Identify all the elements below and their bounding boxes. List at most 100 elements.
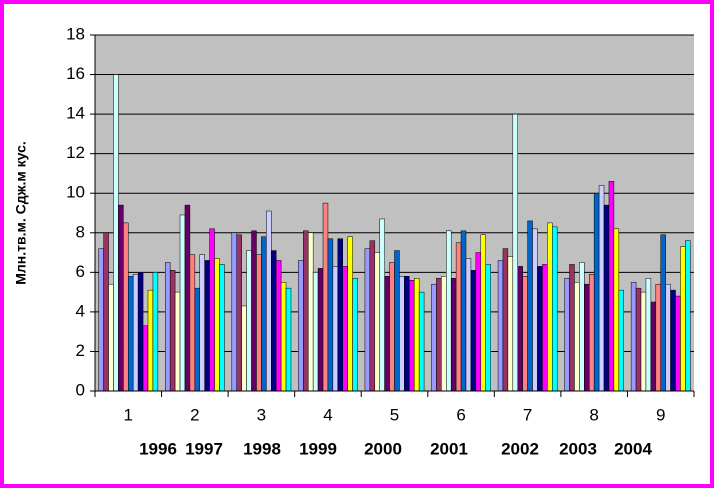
bar bbox=[564, 278, 570, 392]
bar bbox=[246, 250, 252, 392]
y-tick-label: 14 bbox=[66, 104, 85, 123]
bar bbox=[413, 278, 420, 392]
bar bbox=[251, 230, 257, 392]
bar bbox=[364, 248, 371, 392]
bar bbox=[337, 238, 343, 392]
year-label: 1999 bbox=[299, 439, 337, 458]
bar bbox=[399, 276, 405, 392]
bar bbox=[374, 252, 380, 392]
y-tick-label: 4 bbox=[76, 301, 85, 320]
bar bbox=[475, 252, 482, 392]
bar bbox=[256, 254, 262, 392]
bar bbox=[103, 232, 109, 392]
bar bbox=[261, 236, 267, 392]
bar bbox=[574, 281, 580, 392]
bar bbox=[204, 260, 210, 392]
bar bbox=[446, 230, 452, 392]
bar bbox=[266, 210, 272, 392]
bar bbox=[352, 278, 358, 392]
bar bbox=[241, 305, 247, 392]
bar bbox=[579, 262, 585, 392]
bar bbox=[184, 204, 191, 392]
bar bbox=[640, 291, 647, 392]
y-tick-label: 0 bbox=[76, 380, 85, 399]
bar bbox=[630, 281, 637, 392]
bar bbox=[379, 218, 385, 392]
bar bbox=[470, 270, 477, 392]
year-label: 2003 bbox=[559, 439, 597, 458]
bar bbox=[655, 283, 661, 392]
bar bbox=[507, 256, 514, 392]
bar bbox=[327, 238, 334, 392]
bar bbox=[660, 234, 666, 392]
x-tick-label: 5 bbox=[390, 405, 399, 424]
bar bbox=[384, 276, 390, 392]
bar bbox=[322, 202, 329, 392]
x-tick-label: 8 bbox=[589, 405, 598, 424]
bar bbox=[593, 192, 600, 392]
bar bbox=[214, 258, 220, 392]
bar bbox=[152, 272, 159, 392]
bar bbox=[113, 74, 119, 392]
bar bbox=[608, 181, 615, 392]
year-label: 1997 bbox=[185, 439, 223, 458]
bar bbox=[231, 232, 237, 392]
bar bbox=[635, 287, 642, 392]
bar bbox=[418, 291, 425, 392]
bar bbox=[137, 272, 144, 392]
x-tick-label: 3 bbox=[257, 405, 266, 424]
bar bbox=[436, 278, 442, 392]
bar bbox=[189, 254, 196, 392]
bar bbox=[108, 283, 114, 392]
bar bbox=[502, 248, 509, 392]
bar bbox=[307, 232, 314, 392]
y-tick-label: 12 bbox=[66, 143, 85, 162]
y-tick-label: 10 bbox=[66, 183, 85, 202]
bar bbox=[236, 234, 242, 392]
bar bbox=[532, 228, 538, 392]
y-tick-label: 16 bbox=[66, 64, 85, 83]
bar bbox=[584, 283, 590, 392]
bar bbox=[460, 230, 467, 392]
bar bbox=[312, 272, 319, 392]
bar bbox=[169, 270, 176, 392]
bar bbox=[603, 204, 610, 392]
x-tick-label: 1 bbox=[124, 405, 133, 424]
bar bbox=[670, 289, 676, 392]
bar bbox=[598, 185, 605, 392]
year-label: 1996 bbox=[139, 439, 177, 458]
bar bbox=[675, 295, 681, 392]
y-tick-label: 6 bbox=[76, 262, 85, 281]
bar bbox=[547, 222, 553, 392]
bar bbox=[199, 254, 205, 392]
bar bbox=[142, 325, 149, 392]
bar bbox=[128, 276, 134, 392]
bar bbox=[270, 250, 277, 392]
bar bbox=[537, 266, 543, 392]
bar bbox=[665, 283, 671, 392]
bar bbox=[332, 266, 339, 392]
y-tick-label: 2 bbox=[76, 341, 85, 360]
bar bbox=[347, 236, 353, 392]
bar bbox=[485, 264, 491, 392]
bar bbox=[404, 276, 410, 392]
year-label: 2001 bbox=[430, 439, 468, 458]
bar bbox=[219, 264, 225, 392]
x-tick-label: 4 bbox=[323, 405, 332, 424]
x-tick-label: 9 bbox=[656, 405, 665, 424]
bar bbox=[517, 266, 523, 392]
bar bbox=[685, 240, 691, 392]
year-label: 2004 bbox=[614, 439, 652, 458]
bar bbox=[298, 260, 304, 392]
bar bbox=[389, 262, 395, 392]
bar bbox=[480, 234, 486, 392]
bar bbox=[441, 276, 447, 392]
bar bbox=[285, 287, 292, 392]
bar bbox=[174, 291, 181, 392]
bar bbox=[123, 222, 129, 392]
bar bbox=[527, 220, 533, 392]
y-axis-label: Млн.тв.м. Сдж.м кус. bbox=[13, 141, 29, 285]
bar bbox=[147, 289, 154, 392]
bar bbox=[618, 289, 624, 392]
